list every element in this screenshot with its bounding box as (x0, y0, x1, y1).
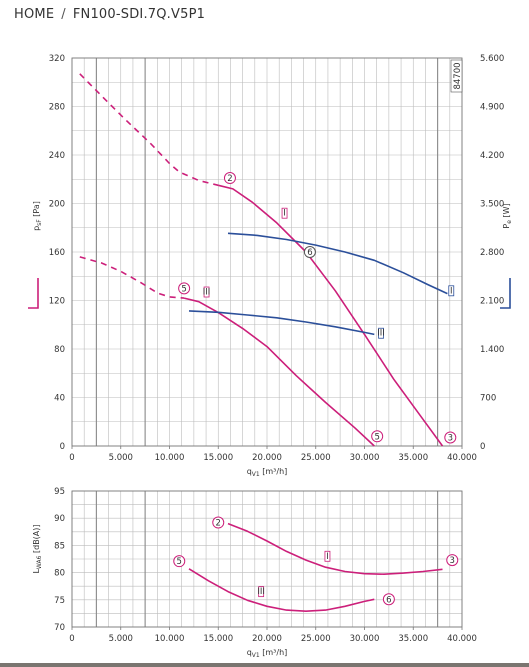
curve-tick-label: III (377, 329, 385, 339)
y-tick-label: 85 (54, 541, 65, 551)
curve-tick-label: I (326, 552, 329, 562)
y2-tick-label: 0 (480, 442, 485, 452)
curve-marker-label: 5 (374, 432, 379, 442)
curve-marker-label: 2 (227, 174, 232, 184)
power-legend-bracket (500, 278, 511, 309)
curve-tick-marker (448, 285, 455, 297)
curve-marker (178, 282, 191, 295)
y2-tick-label: 3.500 (480, 200, 504, 210)
curve-marker (212, 516, 225, 529)
curve-marker (173, 555, 186, 568)
x-tick-label: 40.000 (447, 634, 477, 644)
y2-tick-label: 2.100 (480, 297, 504, 307)
x-axis-label: qV1 [m³/h] (247, 467, 288, 478)
curve-marker-label: 3 (450, 556, 455, 566)
y-axis-label: psF [Pa] (32, 201, 43, 231)
x-tick-label: 5.000 (109, 634, 133, 644)
y-tick-label: 240 (49, 151, 65, 161)
y2-tick-label: 4.900 (480, 103, 504, 113)
x-tick-label: 25.000 (301, 453, 331, 463)
x-tick-label: 40.000 (447, 453, 477, 463)
curve-tick-marker (324, 550, 331, 562)
x-tick-label: 35.000 (398, 634, 428, 644)
x-tick-label: 20.000 (252, 453, 282, 463)
curve-marker-label: 6 (307, 248, 312, 258)
y-tick-label: 80 (54, 569, 65, 579)
y-tick-label: 280 (49, 103, 65, 113)
sound-curve (188, 568, 375, 612)
x-tick-label: 15.000 (203, 453, 233, 463)
y-tick-label: 80 (54, 345, 65, 355)
y2-tick-label: 700 (480, 394, 496, 404)
x-tick-label: 0 (69, 453, 74, 463)
curve-tick-label: III (257, 587, 265, 597)
curve-marker-label: 6 (386, 595, 391, 605)
y2-axis-label: Pe [W] (502, 203, 513, 228)
y-tick-label: 95 (54, 487, 65, 497)
x-tick-label: 30.000 (350, 634, 380, 644)
y-tick-label: 0 (60, 442, 65, 452)
y2-tick-label: 2.800 (480, 248, 504, 258)
curve-tick-label: III (203, 288, 211, 298)
pressure-legend-bracket (28, 278, 39, 309)
pressure-curve (183, 297, 375, 447)
x-tick-label: 30.000 (350, 453, 380, 463)
curve-tick-marker (203, 286, 210, 298)
breadcrumb-current: FN100-SDI.7Q.V5P1 (72, 7, 206, 22)
curve-marker (444, 431, 457, 444)
y-tick-label: 90 (54, 514, 65, 524)
sound-curve (227, 522, 443, 575)
y-tick-label: 120 (49, 297, 65, 307)
y-tick-label: 160 (49, 248, 65, 258)
pressure-curve (79, 73, 219, 187)
model-label: 84700 (453, 62, 463, 89)
y-tick-label: 200 (49, 200, 65, 210)
y-axis-label: LWA6 [dB(A)] (32, 524, 43, 573)
breadcrumb: HOME / FN100-SDI.7Q.V5P1 (14, 7, 205, 22)
y-tick-label: 70 (54, 623, 65, 633)
breadcrumb-home-link[interactable]: HOME (14, 7, 55, 22)
x-tick-label: 25.000 (301, 634, 331, 644)
x-axis-label: qV1 [m³/h] (247, 648, 288, 659)
x-tick-label: 20.000 (252, 634, 282, 644)
curve-marker (223, 172, 236, 185)
curve-marker (382, 593, 395, 606)
y2-tick-label: 5.600 (480, 54, 504, 64)
curve-tick-marker (258, 586, 265, 598)
curve-tick-marker (281, 207, 288, 219)
page-footer-bar (0, 663, 529, 667)
y2-tick-label: 1.400 (480, 345, 504, 355)
pressure-curve (79, 256, 185, 299)
y-tick-label: 40 (54, 394, 65, 404)
x-tick-label: 35.000 (398, 453, 428, 463)
x-tick-label: 0 (69, 634, 74, 644)
curve-marker-label: 2 (216, 519, 221, 529)
curve-marker-label: 5 (181, 284, 186, 294)
x-tick-label: 15.000 (203, 634, 233, 644)
power-curve (188, 310, 375, 336)
y-tick-label: 320 (49, 54, 65, 64)
y-tick-label: 75 (54, 596, 65, 606)
curve-tick-marker (378, 327, 384, 339)
x-tick-label: 5.000 (109, 453, 133, 463)
power-curve (227, 232, 448, 295)
model-label-box (450, 59, 463, 93)
x-tick-label: 10.000 (155, 634, 185, 644)
curve-marker (303, 246, 316, 258)
curve-marker (371, 430, 384, 443)
curve-marker-label: 5 (177, 557, 182, 567)
curve-tick-label: I (283, 209, 286, 219)
curve-marker-label: 3 (448, 434, 453, 444)
curve-marker (446, 554, 459, 567)
y2-tick-label: 4.200 (480, 151, 504, 161)
pressure-curve (218, 184, 444, 447)
breadcrumb-separator: / (61, 7, 66, 22)
curve-tick-label: I (450, 286, 453, 296)
x-tick-label: 10.000 (155, 453, 185, 463)
